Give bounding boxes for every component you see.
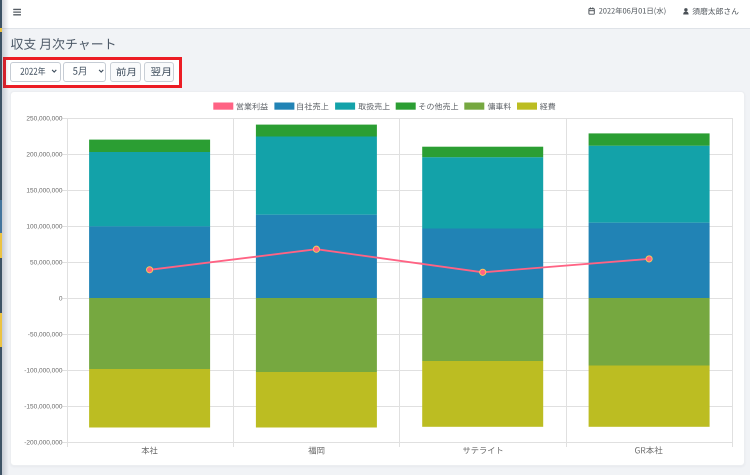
svg-text:50,000,000: 50,000,000 <box>30 260 63 267</box>
svg-text:-50,000,000: -50,000,000 <box>28 332 63 339</box>
svg-text:100,000,000: 100,000,000 <box>26 224 63 231</box>
svg-text:-200,000,000: -200,000,000 <box>24 440 63 447</box>
svg-text:150,000,000: 150,000,000 <box>26 188 63 195</box>
svg-text:-150,000,000: -150,000,000 <box>24 404 63 411</box>
svg-text:-100,000,000: -100,000,000 <box>24 368 63 375</box>
svg-text:0: 0 <box>59 296 63 303</box>
svg-text:200,000,000: 200,000,000 <box>26 152 63 159</box>
svg-text:250,000,000: 250,000,000 <box>26 116 63 123</box>
